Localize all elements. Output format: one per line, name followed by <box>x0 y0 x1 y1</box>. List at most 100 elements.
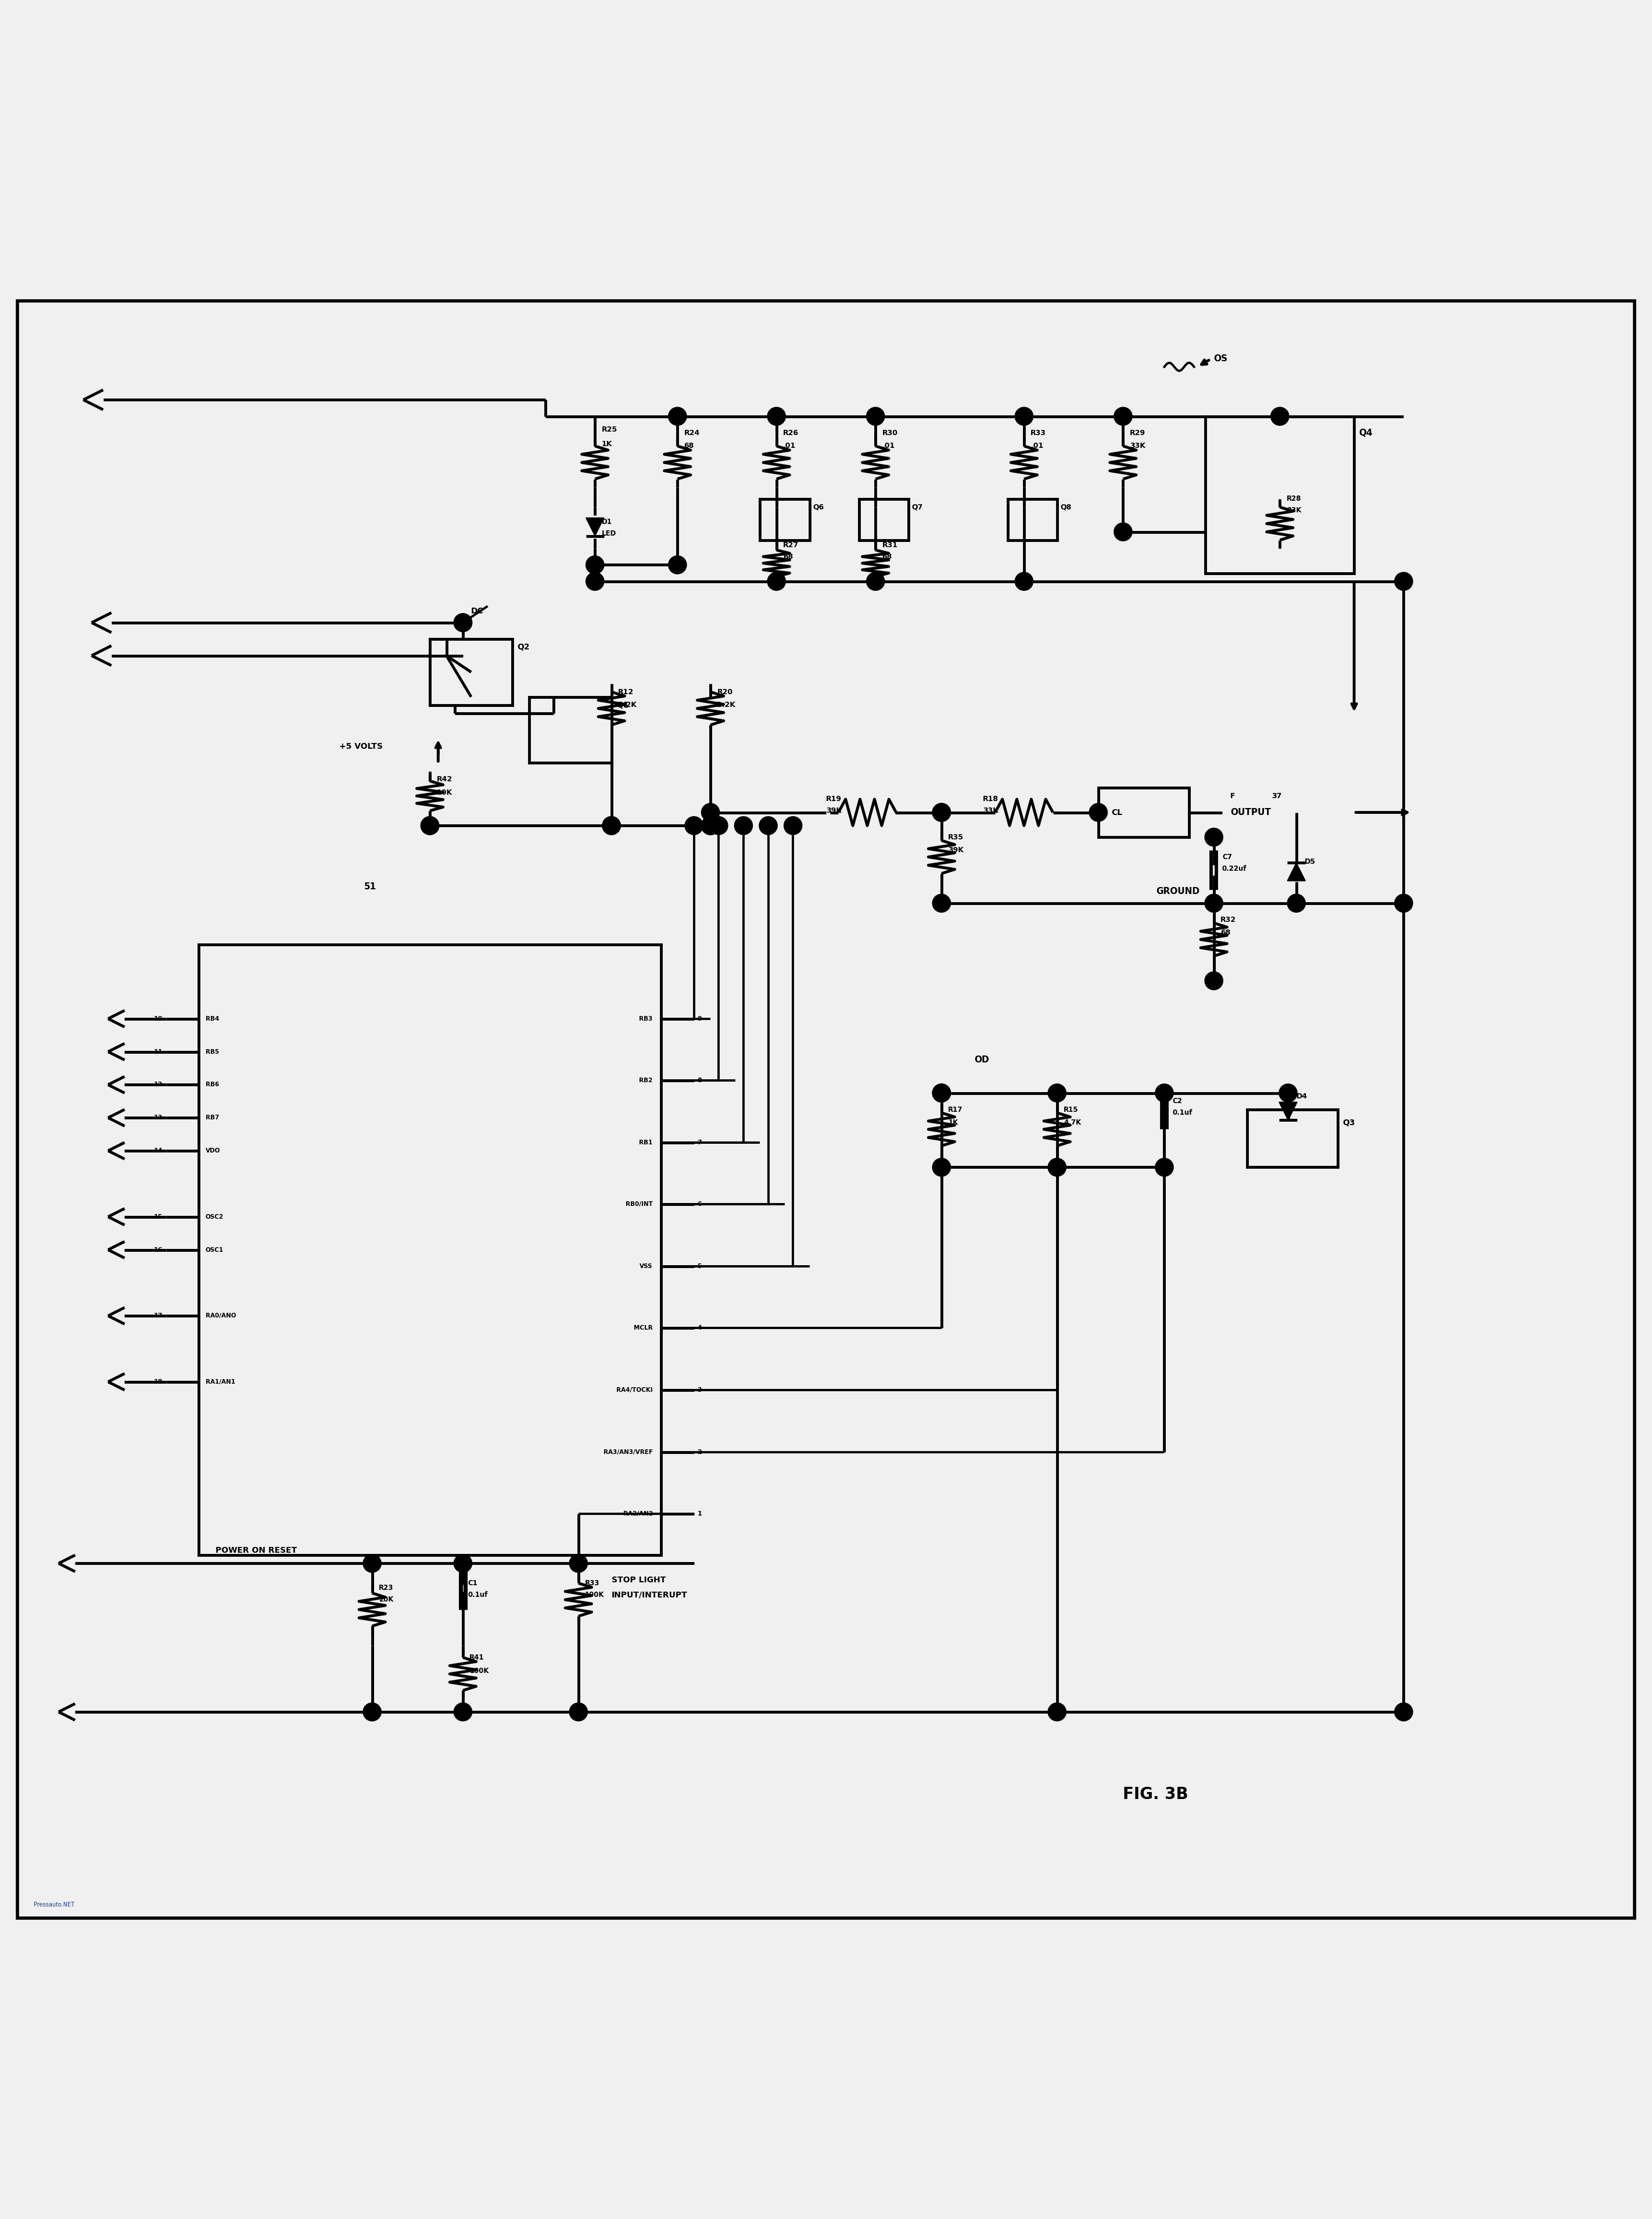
Text: R19: R19 <box>826 794 841 803</box>
Circle shape <box>1113 524 1132 541</box>
Circle shape <box>570 1702 588 1722</box>
Circle shape <box>421 817 439 834</box>
Text: 10K: 10K <box>436 788 453 797</box>
Bar <box>529 697 611 763</box>
Text: R12: R12 <box>618 688 634 697</box>
Circle shape <box>1155 1083 1173 1103</box>
Bar <box>1206 417 1355 573</box>
Text: 37: 37 <box>1272 792 1282 799</box>
Circle shape <box>669 408 687 426</box>
Text: GROUND: GROUND <box>1156 888 1199 896</box>
Text: Pressauto.NET: Pressauto.NET <box>33 1902 74 1908</box>
Circle shape <box>603 817 621 834</box>
Text: R31: R31 <box>882 541 897 548</box>
Text: POWER ON RESET: POWER ON RESET <box>215 1547 297 1553</box>
Text: OS: OS <box>1214 355 1227 364</box>
Circle shape <box>1204 828 1222 845</box>
Text: Q4: Q4 <box>1360 428 1373 437</box>
Text: FIG. 3B: FIG. 3B <box>1123 1786 1188 1802</box>
Text: +5 VOLTS: +5 VOLTS <box>339 743 383 750</box>
Text: RB2: RB2 <box>639 1078 653 1083</box>
Text: Q6: Q6 <box>813 504 824 510</box>
Text: 4: 4 <box>697 1325 702 1331</box>
Circle shape <box>932 803 950 821</box>
Circle shape <box>1014 408 1032 426</box>
Text: 7: 7 <box>697 1141 702 1145</box>
Circle shape <box>570 1553 588 1573</box>
Text: D1: D1 <box>601 519 611 526</box>
Circle shape <box>363 1553 382 1573</box>
Text: RB3: RB3 <box>639 1016 653 1021</box>
Text: Q2: Q2 <box>517 644 530 652</box>
Text: OD: OD <box>975 1056 990 1065</box>
Circle shape <box>932 1158 950 1176</box>
Text: RA2/AN2: RA2/AN2 <box>623 1511 653 1518</box>
Text: OUTPUT: OUTPUT <box>1231 808 1270 817</box>
Text: F: F <box>1231 792 1236 799</box>
Text: .01: .01 <box>1031 442 1044 450</box>
Text: 68: 68 <box>684 442 694 450</box>
Text: R42: R42 <box>436 777 453 783</box>
Bar <box>1247 1110 1338 1167</box>
Circle shape <box>1394 573 1412 590</box>
Text: VDO: VDO <box>205 1147 220 1154</box>
Text: RB7: RB7 <box>205 1114 220 1121</box>
Circle shape <box>1113 408 1132 426</box>
Text: Q1: Q1 <box>616 701 629 710</box>
Text: 68: 68 <box>882 553 892 561</box>
Text: 8: 8 <box>697 1078 702 1083</box>
Text: 39K: 39K <box>826 808 841 814</box>
Text: 68: 68 <box>783 553 793 561</box>
Circle shape <box>454 1702 472 1722</box>
Text: Q7: Q7 <box>912 504 923 510</box>
Text: RB6: RB6 <box>205 1083 220 1087</box>
Circle shape <box>363 1702 382 1722</box>
Text: .01: .01 <box>783 442 796 450</box>
Text: 3: 3 <box>697 1387 702 1394</box>
Text: 13: 13 <box>154 1114 162 1121</box>
Text: 39K: 39K <box>948 848 963 854</box>
Text: RB0/INT: RB0/INT <box>626 1200 653 1207</box>
Circle shape <box>1279 1083 1297 1103</box>
Text: RA1/AN1: RA1/AN1 <box>205 1378 235 1385</box>
Polygon shape <box>586 517 605 537</box>
Text: VSS: VSS <box>639 1263 653 1269</box>
Polygon shape <box>1287 863 1305 881</box>
Text: 33K: 33K <box>1130 442 1145 450</box>
Circle shape <box>768 408 786 426</box>
Circle shape <box>710 817 729 834</box>
Text: DC: DC <box>471 608 484 615</box>
Bar <box>430 639 512 706</box>
Text: 1: 1 <box>697 1511 702 1518</box>
Text: Q8: Q8 <box>1061 504 1072 510</box>
Circle shape <box>735 817 753 834</box>
Text: 33K: 33K <box>983 808 998 814</box>
Text: .01: .01 <box>882 442 895 450</box>
Text: 51: 51 <box>363 883 377 892</box>
Circle shape <box>866 408 884 426</box>
Text: 68: 68 <box>1221 930 1231 936</box>
Bar <box>859 499 909 539</box>
Circle shape <box>1270 408 1289 426</box>
Text: 2: 2 <box>697 1449 702 1456</box>
Text: 100K: 100K <box>469 1666 489 1675</box>
Text: R17: R17 <box>948 1105 963 1114</box>
Text: R33: R33 <box>585 1580 600 1587</box>
Text: 5: 5 <box>697 1263 702 1269</box>
Text: 2.2K: 2.2K <box>717 701 735 708</box>
Text: C7: C7 <box>1222 854 1232 861</box>
Text: 15: 15 <box>154 1214 162 1220</box>
Circle shape <box>932 803 950 821</box>
Text: R27: R27 <box>783 541 800 548</box>
Text: R25: R25 <box>601 426 618 433</box>
Text: 18: 18 <box>154 1378 162 1385</box>
Circle shape <box>686 817 704 834</box>
Circle shape <box>768 573 786 590</box>
Text: 1K: 1K <box>601 442 613 448</box>
Circle shape <box>454 612 472 632</box>
Text: RB1: RB1 <box>639 1141 653 1145</box>
Circle shape <box>785 817 803 834</box>
Text: D4: D4 <box>1297 1092 1307 1101</box>
Text: OSC2: OSC2 <box>205 1214 223 1220</box>
Text: RA0/ANO: RA0/ANO <box>205 1314 236 1318</box>
